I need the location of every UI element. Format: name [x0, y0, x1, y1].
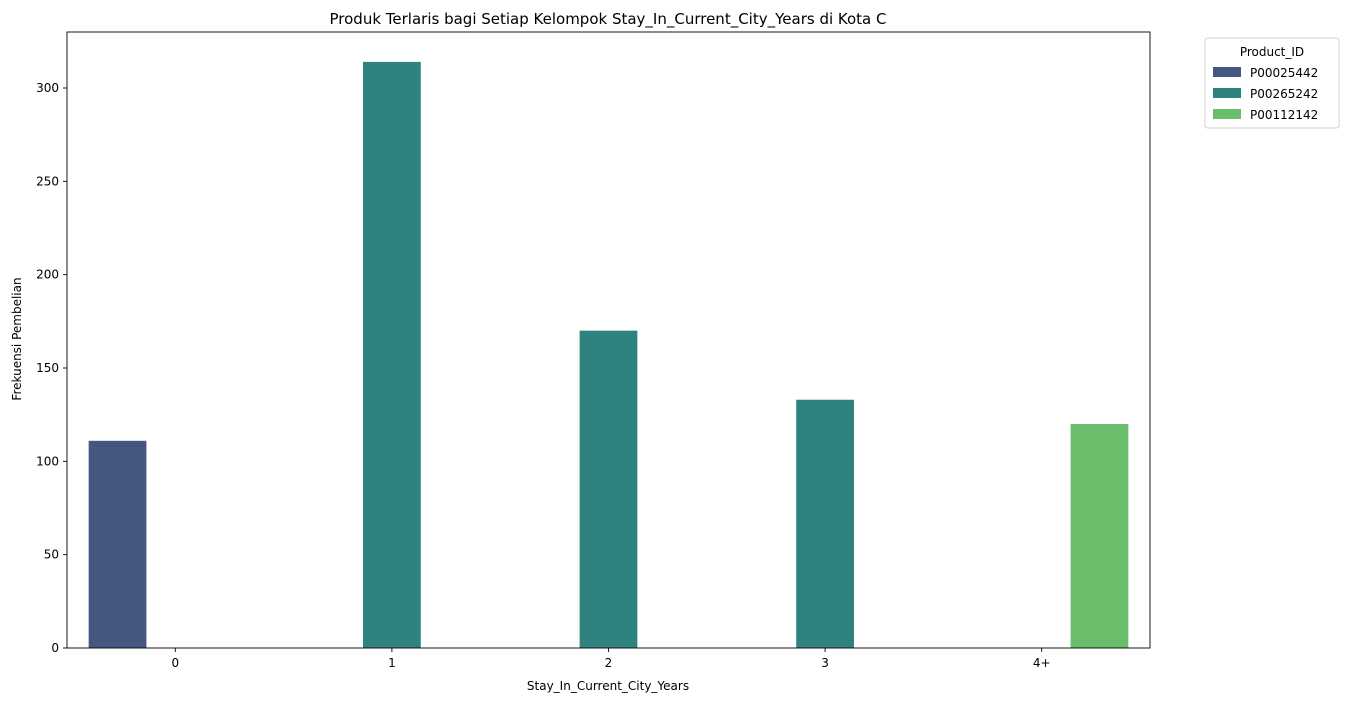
bar-P00112142-4+	[1070, 424, 1129, 648]
bar-P00265242-1	[363, 61, 421, 649]
bar-P00025442-0	[88, 440, 147, 648]
legend: Product_ID P00025442 P00265242 P00112142	[1204, 37, 1340, 129]
y-tick-label: 200	[36, 268, 59, 282]
legend-label: P00112142	[1250, 108, 1318, 122]
y-axis-label: Frekuensi Pembelian	[10, 277, 24, 400]
x-axis-label: Stay_In_Current_City_Years	[527, 679, 689, 693]
y-tick-label: 50	[44, 548, 59, 562]
legend-label: P00025442	[1250, 66, 1318, 80]
legend-label: P00265242	[1250, 87, 1318, 101]
y-tick-label: 250	[36, 174, 59, 188]
x-tick-label: 2	[605, 656, 613, 670]
y-tick-label: 150	[36, 361, 59, 375]
legend-swatch	[1213, 109, 1241, 119]
bars-group	[88, 61, 1129, 649]
legend-title: Product_ID	[1240, 45, 1304, 59]
x-tick-label: 1	[388, 656, 396, 670]
legend-swatch	[1213, 67, 1241, 77]
chart-title: Produk Terlaris bagi Setiap Kelompok Sta…	[330, 10, 887, 29]
x-tick-label: 3	[821, 656, 829, 670]
x-tick-label: 0	[171, 656, 179, 670]
y-tick-label: 0	[51, 641, 59, 655]
legend-box	[1204, 37, 1340, 129]
bar-P00265242-3	[796, 399, 854, 648]
x-tick-label: 4+	[1033, 656, 1051, 670]
bar-P00265242-2	[579, 330, 638, 648]
axes-group: 0 50 100 150 200 250 300 0 1 2 3 4+	[36, 31, 1151, 670]
y-tick-label: 300	[36, 81, 59, 95]
y-tick-label: 100	[36, 454, 59, 468]
legend-swatch	[1213, 88, 1241, 98]
